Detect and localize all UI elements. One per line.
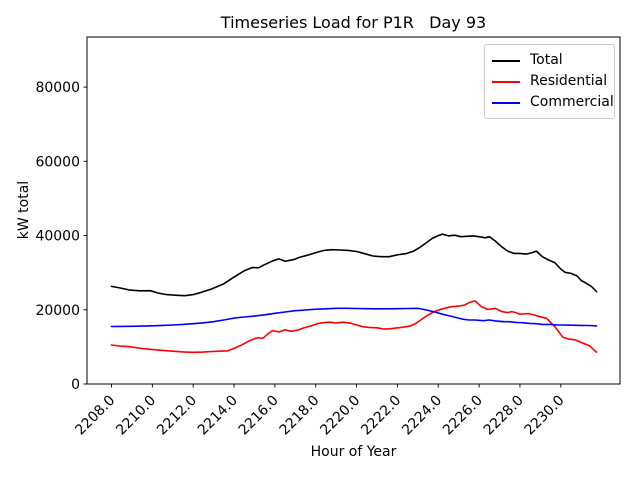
legend: Total Residential Commercial	[484, 44, 615, 119]
legend-entry-commercial: Commercial	[492, 92, 614, 113]
legend-line-commercial	[492, 101, 520, 104]
x-tick-label: 2222.0	[358, 393, 404, 439]
legend-label-total: Total	[530, 52, 563, 68]
y-tick-label: 60000	[35, 154, 80, 170]
x-tick-label: 2208.0	[72, 393, 118, 439]
x-tick-label: 2212.0	[154, 393, 200, 439]
x-tick-label: 2214.0	[195, 393, 241, 439]
x-tick-label: 2218.0	[277, 393, 323, 439]
x-axis-label: Hour of Year	[310, 444, 397, 460]
y-tick-label: 40000	[35, 229, 80, 245]
x-tick-label: 2226.0	[440, 393, 486, 439]
legend-entry-total: Total	[492, 50, 607, 71]
legend-line-total	[492, 59, 520, 62]
x-tick-label: 2220.0	[317, 393, 363, 439]
x-tick-label: 2230.0	[522, 393, 568, 439]
y-tick-label: 20000	[35, 303, 80, 319]
y-tick-label: 0	[71, 377, 80, 393]
legend-label-commercial: Commercial	[530, 94, 614, 110]
x-tick-label: 2228.0	[481, 393, 527, 439]
y-axis-label: kW total	[16, 180, 32, 240]
series-line-total	[110, 233, 598, 297]
x-tick-label: 2224.0	[399, 393, 445, 439]
series-line-commercial	[110, 307, 598, 328]
series-line-residential	[110, 300, 598, 354]
legend-entry-residential: Residential	[492, 71, 607, 92]
y-tick-label: 80000	[35, 80, 80, 96]
x-tick-label: 2216.0	[236, 393, 282, 439]
chart-title: Timeseries Load for P1R Day 93	[220, 13, 487, 32]
legend-label-residential: Residential	[530, 73, 608, 89]
legend-line-residential	[492, 80, 520, 83]
axes-box	[86, 36, 621, 385]
x-tick-label: 2210.0	[113, 393, 159, 439]
